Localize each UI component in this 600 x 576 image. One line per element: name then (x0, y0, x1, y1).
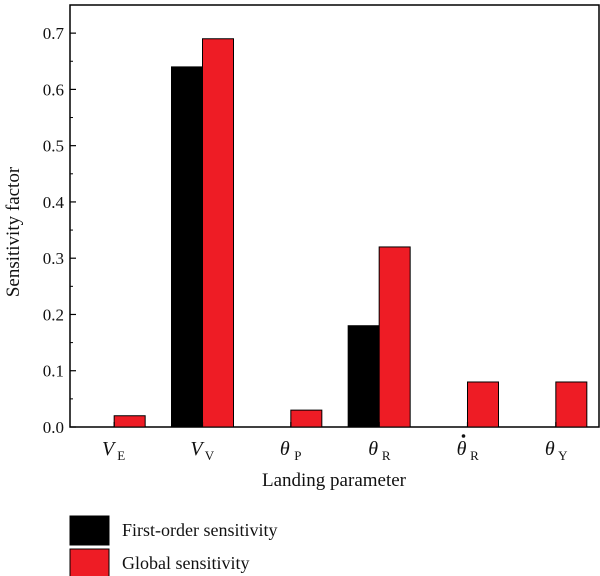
y-tick-label: 0.3 (43, 249, 64, 268)
x-tick-label-dot (461, 434, 466, 438)
y-tick-label: 0.6 (43, 80, 64, 99)
x-tick-label-symbol: θ (545, 438, 555, 460)
legend-label: Global sensitivity (122, 553, 250, 573)
plot-frame (69, 4, 600, 428)
x-tick-label-symbol: V (102, 438, 117, 460)
y-tick-label: 0.2 (43, 305, 64, 324)
y-axis-title: Sensitivity factor (3, 166, 24, 297)
bar-global-0 (113, 415, 146, 428)
y-tick-label: 0.1 (43, 362, 64, 381)
x-tick-label-subscript: R (470, 448, 479, 463)
x-tick-label-subscript: P (294, 448, 301, 463)
legend-swatch-global (69, 548, 110, 576)
y-tick-label: 0.4 (43, 193, 65, 212)
bar-global-4 (467, 381, 499, 428)
bar-first-order-1 (171, 66, 203, 428)
bar-global-2 (290, 409, 323, 428)
plot-area (69, 4, 600, 428)
legend-swatch-first-order (69, 515, 110, 546)
y-axis: 0.0 0.1 0.2 0.3 0.4 0.5 0.6 0.7 (43, 24, 76, 437)
y-tick-label: 0.5 (43, 137, 64, 156)
x-tick-label-symbol: V (190, 438, 205, 460)
x-tick-label-subscript: Y (558, 448, 568, 463)
bar-first-order-3 (347, 325, 380, 428)
x-tick-label-subscript: V (205, 448, 215, 463)
y-tick-label: 0.0 (43, 418, 64, 437)
x-tick-label-subscript: E (117, 448, 125, 463)
x-tick-label-symbol: θ (457, 438, 467, 460)
x-axis-title: Landing parameter (262, 470, 407, 491)
legend: First-order sensitivity Global sensitivit… (69, 515, 278, 576)
x-tick-label-symbol: θ (368, 438, 378, 460)
bar-global-1 (202, 38, 234, 428)
x-tick-label-symbol: θ (280, 438, 290, 460)
legend-label: First-order sensitivity (122, 520, 278, 540)
x-tick-label-subscript: R (382, 448, 391, 463)
bar-global-5 (555, 381, 588, 428)
bar-global-3 (378, 246, 411, 428)
y-tick-label: 0.7 (43, 24, 65, 43)
